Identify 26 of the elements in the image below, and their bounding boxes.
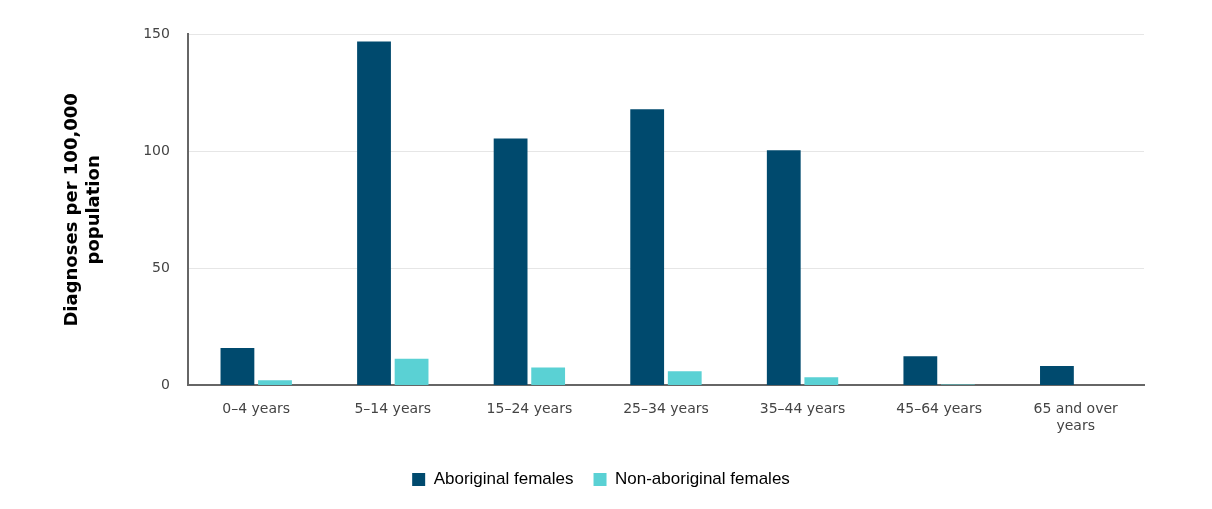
bar: [804, 377, 839, 385]
bar: [493, 138, 528, 385]
bar: [220, 347, 255, 385]
bar: [766, 150, 801, 385]
bar: [394, 358, 429, 385]
x-tick-label: 65 and over years: [1033, 400, 1119, 434]
x-tick-label: 0–4 years: [222, 400, 291, 417]
bar: [667, 371, 702, 385]
y-tick-label: 0: [161, 376, 170, 393]
y-tick-label: 50: [152, 259, 170, 276]
bar: [258, 380, 292, 385]
x-tick-label: 15–24 years: [486, 400, 573, 417]
x-tick-label: 5–14 years: [354, 400, 432, 417]
legend-label: Non-aboriginal females: [615, 469, 790, 489]
legend-label: Aboriginal females: [433, 469, 574, 489]
y-tick-label: 100: [143, 142, 170, 159]
bar: [903, 356, 938, 385]
bar: [1040, 365, 1074, 385]
x-tick-label: 25–34 years: [623, 400, 709, 417]
x-tick-label: 45–64 years: [896, 400, 982, 417]
bar: [357, 41, 391, 385]
bar: [630, 109, 665, 385]
x-tick-label: 35–44 years: [759, 400, 846, 417]
y-tick-label: 150: [143, 25, 170, 42]
y-axis-title: Diagnoses per 100,000 population: [60, 93, 104, 327]
bar: [531, 367, 566, 385]
